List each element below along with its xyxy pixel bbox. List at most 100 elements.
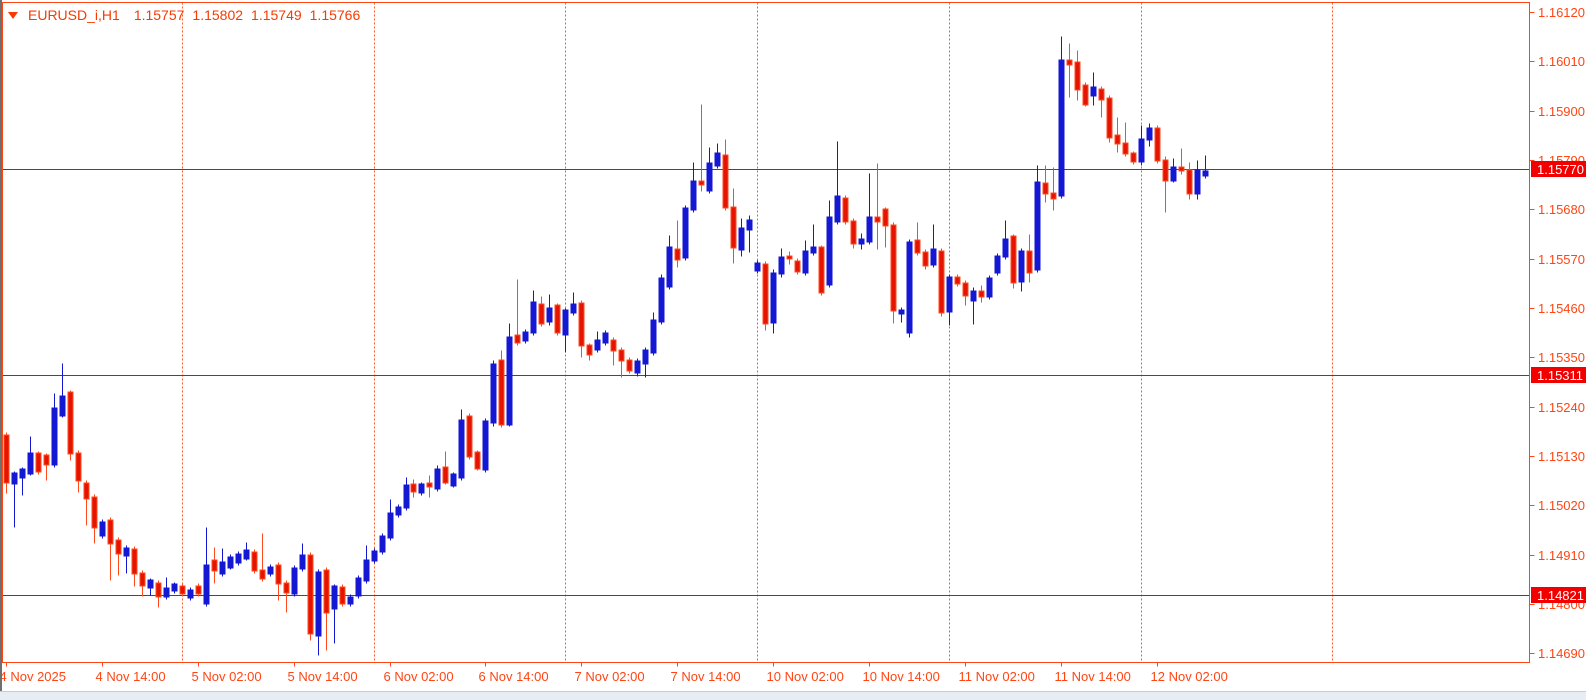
candle-body (43, 454, 50, 466)
candle-body (746, 219, 753, 231)
candle (371, 548, 378, 564)
candle-body (379, 535, 386, 553)
candle (1122, 122, 1129, 157)
candle-body (235, 553, 242, 564)
candle (938, 248, 945, 317)
candle-body (3, 434, 10, 484)
candle (123, 545, 130, 574)
candle-body (1106, 97, 1113, 139)
candle-body (83, 482, 90, 500)
candle (426, 475, 433, 498)
candle (1154, 125, 1161, 164)
candle (387, 499, 394, 541)
candle (610, 337, 617, 366)
candle-body (802, 250, 809, 274)
candle (834, 141, 841, 225)
candle (11, 471, 18, 528)
candle-body (1098, 88, 1105, 101)
price-tag-text: 1.14821 (1537, 588, 1584, 603)
candle (442, 451, 449, 485)
candle (27, 436, 34, 476)
candle-body (1042, 182, 1049, 195)
level-lines-layer (2, 169, 1530, 596)
candle-body (315, 571, 322, 637)
candle (562, 308, 569, 353)
candle (746, 215, 753, 253)
candle (554, 303, 561, 336)
candle-body (51, 407, 58, 466)
candle-body (139, 572, 146, 587)
candle (618, 347, 625, 378)
candle-body (1010, 235, 1017, 284)
price-axis-label: 1.15240 (1538, 400, 1585, 415)
quote-open: 1.15757 (133, 7, 185, 23)
candle (67, 390, 74, 461)
candle-body (618, 349, 625, 362)
candle (139, 570, 146, 597)
candle-body (946, 276, 953, 313)
candle-body (1058, 59, 1065, 197)
candle (738, 218, 745, 257)
price-tag: 1.15311 (1531, 367, 1586, 383)
candles-layer (3, 36, 1209, 656)
candle (922, 249, 929, 270)
price-axis-label: 1.16120 (1538, 5, 1585, 20)
candle (203, 527, 210, 607)
candle (634, 358, 641, 377)
candle-body (530, 301, 537, 334)
candle-body (498, 359, 505, 426)
candle (83, 480, 90, 526)
candle-body (666, 246, 673, 288)
candle-body (970, 290, 977, 302)
candle-body (874, 216, 881, 223)
candle (1074, 50, 1081, 101)
candle-body (994, 255, 1001, 274)
price-tag: 1.14821 (1531, 587, 1586, 603)
candle-body (131, 548, 138, 575)
candle-body (410, 483, 417, 493)
candle-body (578, 302, 585, 347)
candle-body (634, 360, 641, 374)
candle (962, 280, 969, 306)
candle (810, 224, 817, 256)
candle (1010, 234, 1017, 289)
candle (251, 549, 258, 574)
candle-body (1074, 61, 1081, 91)
candle (626, 357, 633, 374)
candle-body (794, 260, 801, 273)
candle (155, 580, 162, 608)
candle (59, 363, 66, 418)
candle-body (866, 216, 873, 243)
price-axis-label: 1.16010 (1538, 54, 1585, 69)
price-tag-box (1531, 587, 1586, 603)
candle-body (858, 238, 865, 245)
candle (275, 562, 282, 601)
candle-body (155, 582, 162, 598)
candle-body (1162, 159, 1169, 182)
candle (418, 482, 425, 496)
candle-body (906, 241, 913, 334)
candle (874, 163, 881, 250)
candle-body (243, 549, 250, 560)
candle-body (211, 559, 218, 572)
candle-body (554, 304, 561, 334)
candle (1178, 148, 1185, 175)
candle (1114, 117, 1121, 153)
candle-body (418, 483, 425, 494)
candle (698, 104, 705, 192)
candle-body (826, 216, 833, 286)
candle-body (1170, 166, 1177, 182)
candle (1002, 220, 1009, 260)
grid-layer (182, 2, 1333, 663)
candle-body (962, 282, 969, 297)
candle (762, 261, 769, 331)
candle (658, 274, 665, 325)
time-axis-label: 7 Nov 02:00 (575, 669, 645, 684)
price-axis-label: 1.15130 (1538, 449, 1585, 464)
candle (986, 275, 993, 300)
candle (882, 207, 889, 248)
candle-body (698, 180, 705, 186)
candle-body (426, 482, 433, 488)
candle (179, 583, 186, 597)
